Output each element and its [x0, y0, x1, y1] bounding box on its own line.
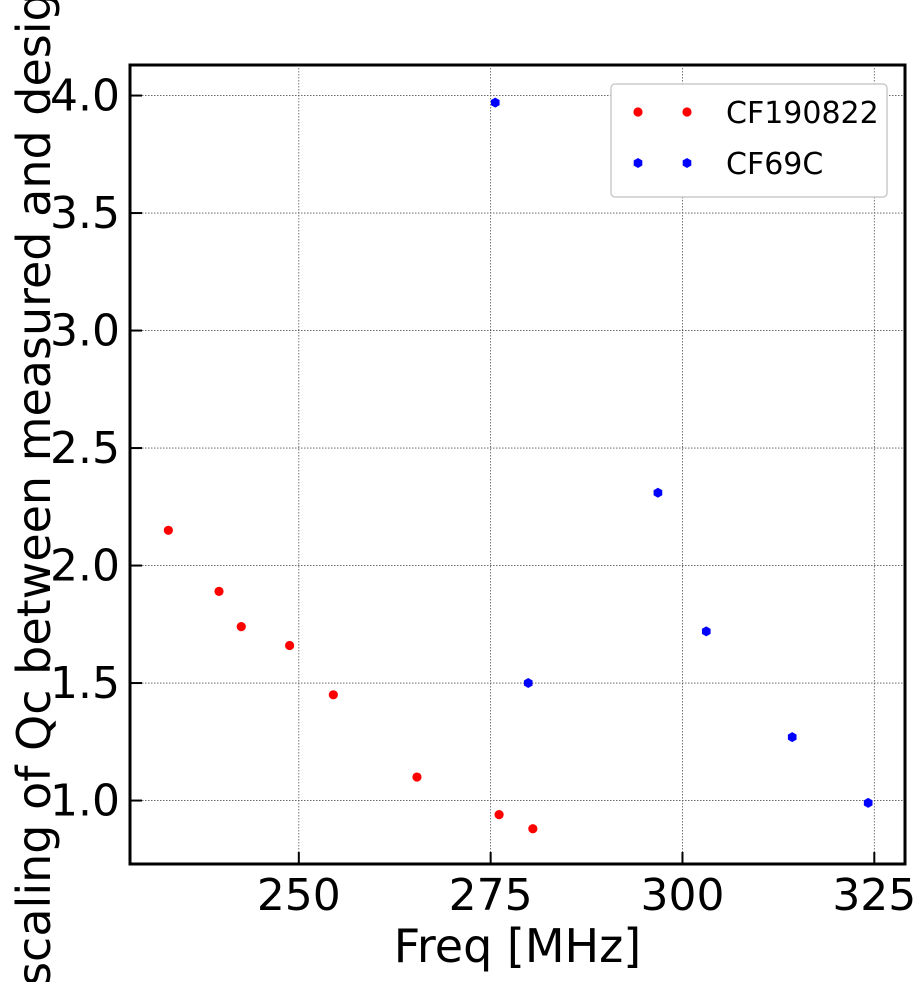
x-tick-label: 275: [449, 870, 533, 921]
legend-marker: [633, 107, 643, 117]
data-point: [863, 797, 873, 808]
x-tick-label: 325: [832, 870, 916, 921]
grid: [130, 65, 905, 864]
data-point: [701, 626, 711, 637]
y-tick-label: 3.5: [50, 188, 120, 239]
x-tick-label: 250: [257, 870, 341, 921]
y-tick-label: 4.0: [50, 71, 120, 122]
data-point: [523, 678, 533, 689]
legend-label: CF69C: [726, 147, 823, 182]
data-point: [236, 622, 246, 632]
y-tick-label: 2.0: [50, 541, 120, 592]
legend-box: [610, 83, 888, 198]
plot-frame: [128, 63, 907, 866]
y-tick-label: 2.5: [50, 423, 120, 474]
series-cf69c: [490, 97, 873, 808]
series-cf190822: [163, 525, 538, 834]
legend-item-cf190822: CF190822: [633, 96, 879, 131]
data-point: [412, 772, 422, 782]
y-tick-label: 1.0: [50, 776, 120, 827]
data-point: [528, 824, 538, 834]
legend-label: CF190822: [726, 96, 879, 131]
legend-marker: [682, 107, 692, 117]
data-points: [163, 97, 873, 834]
data-point: [214, 586, 224, 597]
legend-marker: [682, 158, 692, 168]
data-point: [328, 690, 338, 700]
data-point: [787, 732, 797, 743]
legend-marker: [633, 158, 643, 168]
x-axis-label: Freq [MHz]: [394, 919, 641, 973]
data-point: [494, 810, 504, 820]
y-tick-label: 1.5: [50, 658, 120, 709]
y-axis-label: scaling of Qc between measured and desig…: [7, 0, 61, 982]
legend: CF190822 CF69C: [610, 83, 888, 198]
data-point: [653, 487, 663, 498]
y-tick-label: 3.0: [50, 306, 120, 357]
data-point: [490, 97, 500, 108]
legend-item-cf69c: CF69C: [633, 147, 823, 182]
data-point: [285, 640, 295, 651]
axis-ticks: 250 275 300 325 1.0 1.5 2.0 2.5 3.0 3.5 4.0: [50, 71, 916, 921]
data-point: [163, 525, 173, 535]
x-tick-label: 300: [640, 870, 724, 921]
